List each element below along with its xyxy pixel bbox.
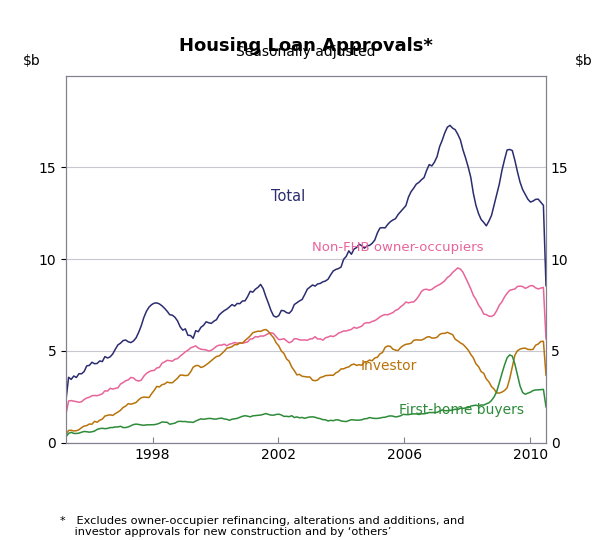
Text: Total: Total [271, 189, 305, 204]
Title: Housing Loan Approvals*: Housing Loan Approvals* [179, 37, 433, 55]
Text: Non-FHB owner-occupiers: Non-FHB owner-occupiers [311, 241, 483, 254]
Text: Investor: Investor [361, 359, 417, 373]
Text: Seasonally adjusted: Seasonally adjusted [236, 45, 376, 59]
Text: $b: $b [23, 54, 41, 68]
Text: $b: $b [575, 54, 593, 68]
Text: *   Excludes owner-occupier refinancing, alterations and additions, and
    inve: * Excludes owner-occupier refinancing, a… [60, 516, 464, 537]
Text: First-home buyers: First-home buyers [398, 403, 524, 417]
